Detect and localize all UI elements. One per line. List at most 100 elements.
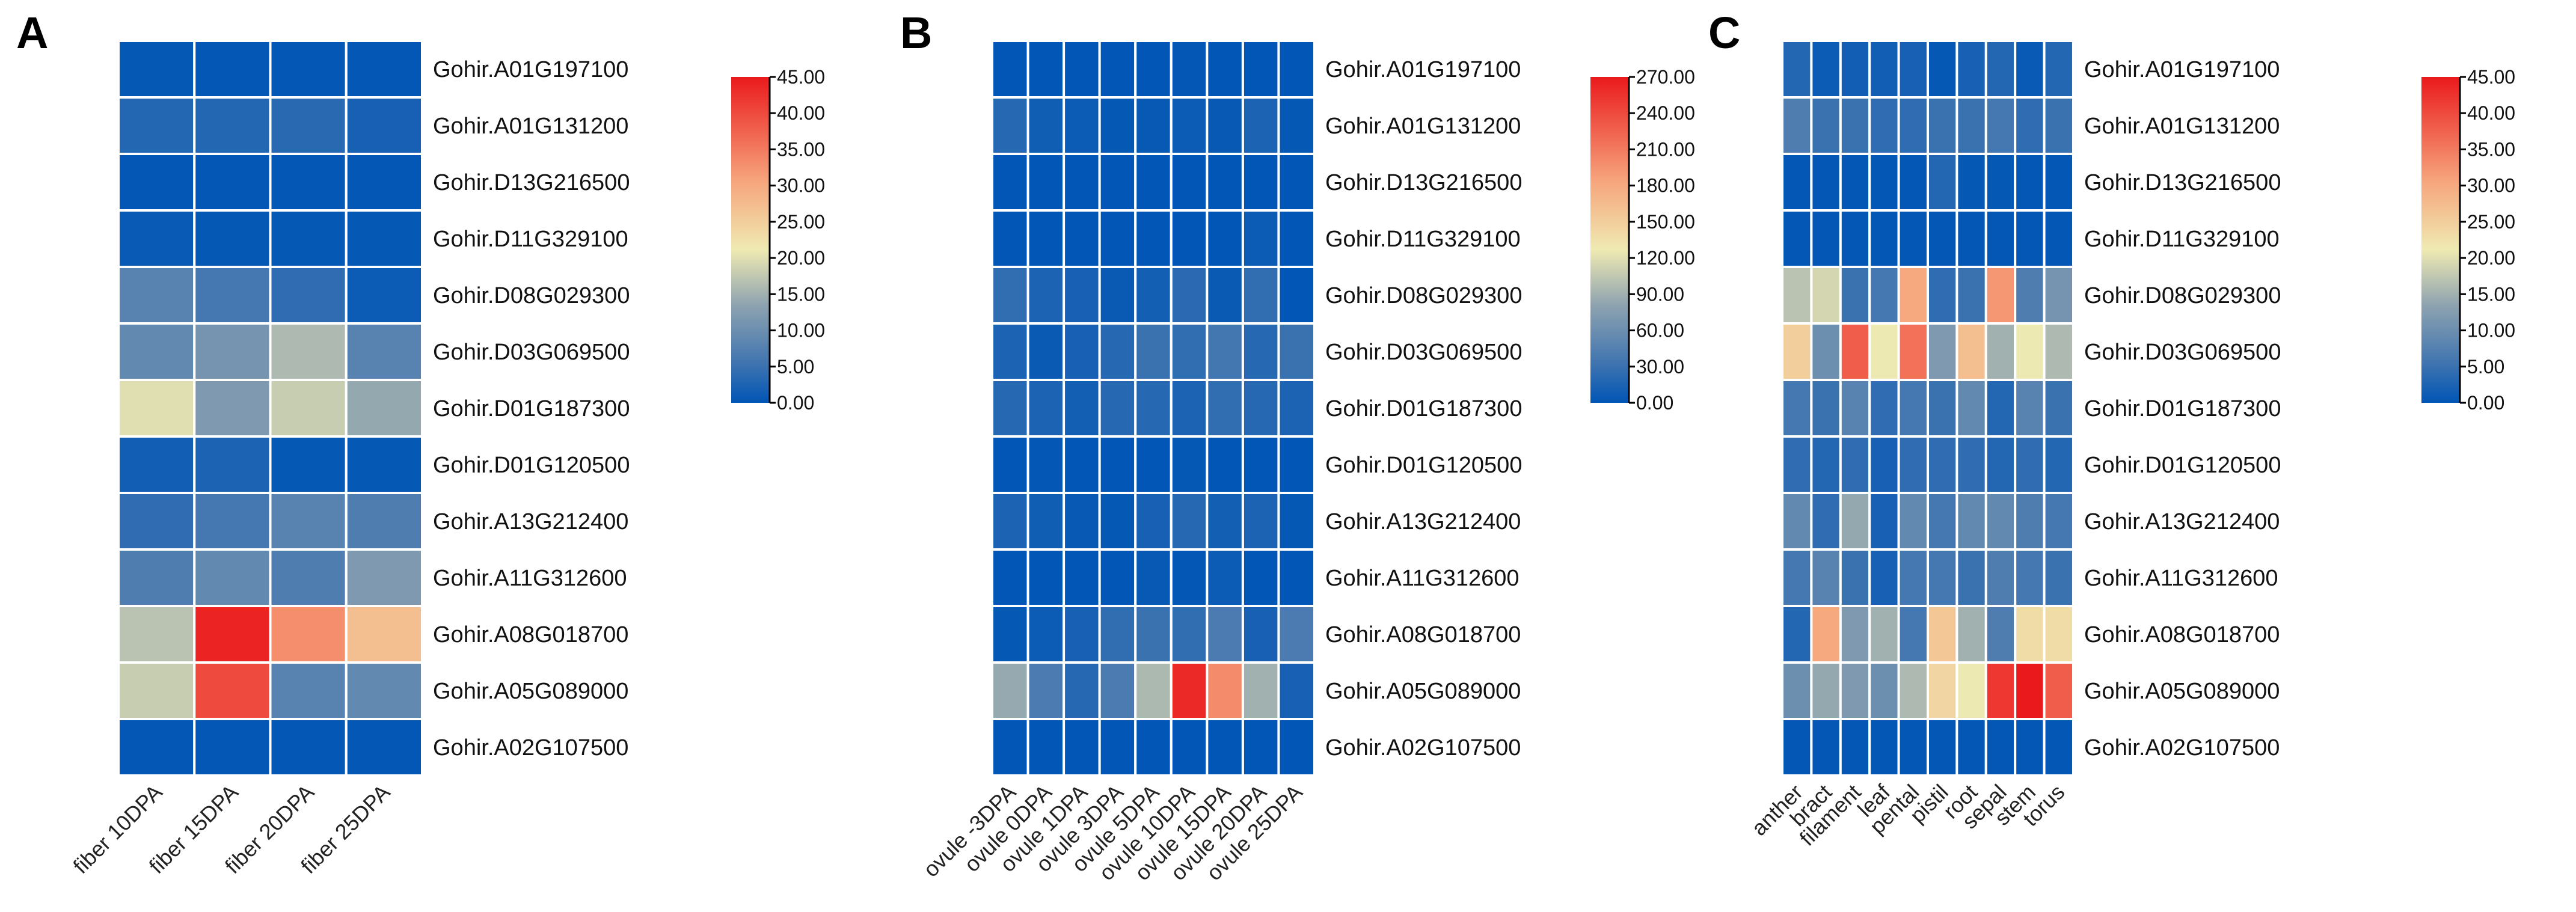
heatmap-cell (1839, 435, 1871, 494)
heatmap-cell (117, 322, 196, 381)
heatmap-cell (117, 718, 196, 777)
heatmap-cell (1063, 492, 1101, 551)
heatmap-cell (1098, 718, 1137, 777)
heatmap-cell (1241, 492, 1280, 551)
heatmap-cell (1955, 492, 1987, 551)
heatmap-cell (991, 379, 1029, 438)
heatmap-cell (193, 492, 272, 551)
heatmap-cell (1810, 605, 1842, 664)
heatmap-cell (193, 548, 272, 607)
heatmap-cell (1955, 322, 1987, 381)
heatmap-cell (1026, 435, 1066, 494)
legend-tick-label: 30.00 (2467, 175, 2515, 197)
heatmap-cell (1927, 96, 1958, 155)
heatmap-cell (345, 266, 423, 325)
row-label: Gohir.A11G312600 (433, 566, 627, 591)
heatmap-cell (1984, 492, 2017, 551)
heatmap-cell (269, 718, 348, 777)
heatmap-cell (1026, 379, 1066, 438)
heatmap-cell (1241, 153, 1280, 212)
heatmap-cell (991, 661, 1029, 720)
heatmap-cell (2014, 379, 2046, 438)
heatmap-cell (1897, 492, 1930, 551)
heatmap-cell (991, 322, 1029, 381)
heatmap-cell (1134, 548, 1173, 607)
heatmap-cell (1781, 153, 1813, 212)
row-label: Gohir.D13G216500 (2084, 170, 2281, 195)
legend-gradient-bar (2421, 77, 2460, 403)
legend-tick-label: 5.00 (777, 356, 814, 378)
row-label: Gohir.A11G312600 (1325, 566, 1520, 591)
row-label: Gohir.D01G187300 (2084, 396, 2281, 421)
heatmap-cell (1026, 718, 1066, 777)
heatmap-cell (1098, 661, 1137, 720)
heatmap-cell (2043, 435, 2075, 494)
heatmap-cell (1810, 718, 1842, 777)
heatmap-cell (1810, 322, 1842, 381)
legend-tick-label: 15.00 (2467, 283, 2515, 305)
heatmap-cell (1026, 209, 1066, 268)
heatmap-cell (1026, 322, 1066, 381)
legend-gradient-bar (731, 77, 770, 403)
row-label: Gohir.D08G029300 (1325, 283, 1522, 308)
heatmap-cell (1134, 661, 1173, 720)
heatmap-cell (193, 40, 272, 99)
heatmap-cell (1026, 266, 1066, 325)
heatmap-cell (345, 322, 423, 381)
heatmap-cell (1955, 209, 1987, 268)
heatmap-cell (1063, 96, 1101, 155)
heatmap-cell (1781, 40, 1813, 99)
heatmap-cell (345, 492, 423, 551)
heatmap-cell (1134, 605, 1173, 664)
heatmap-panel-a: A Gohir.A01G197100 Gohir.A01G131200 Gohir.D… (16, 8, 825, 878)
legend-tick-label: 120.00 (1636, 247, 1695, 269)
heatmap-cell (1277, 209, 1316, 268)
heatmap-cell (117, 605, 196, 664)
heatmap-cell (269, 492, 348, 551)
heatmap-cell (1277, 718, 1316, 777)
heatmap-cell (1897, 379, 1930, 438)
row-label: Gohir.D01G120500 (433, 453, 630, 478)
heatmap-cell (269, 379, 348, 438)
heatmap-cell (117, 435, 196, 494)
heatmap-cell (1927, 40, 1958, 99)
heatmap-cell (1868, 548, 1900, 607)
heatmap-cell (269, 209, 348, 268)
heatmap-cell (1839, 548, 1871, 607)
legend-tick-label: 210.00 (1636, 138, 1695, 160)
heatmap-cell (1063, 153, 1101, 212)
legend-tick-label: 270.00 (1636, 66, 1695, 88)
heatmap-cell (1026, 492, 1066, 551)
row-label: Gohir.D13G216500 (1325, 170, 1522, 195)
row-label: Gohir.A02G107500 (1325, 735, 1521, 761)
heatmap-cell (1134, 718, 1173, 777)
heatmap-cell (1839, 209, 1871, 268)
heatmap-cell (1206, 379, 1244, 438)
heatmap-cell (1241, 548, 1280, 607)
heatmap-cell (269, 96, 348, 155)
row-label: Gohir.A02G107500 (433, 735, 628, 761)
heatmap-cell (269, 40, 348, 99)
row-label: Gohir.A01G197100 (1325, 57, 1521, 82)
heatmap-cell (1277, 266, 1316, 325)
heatmap-cell (345, 661, 423, 720)
heatmap-cell (1206, 718, 1244, 777)
heatmap-cell (1170, 322, 1209, 381)
heatmap-cell (1897, 322, 1930, 381)
heatmap-cell (1927, 266, 1958, 325)
heatmap-cell (2014, 266, 2046, 325)
row-label: Gohir.A01G131200 (1325, 114, 1521, 139)
heatmap-cell (1927, 661, 1958, 720)
heatmap-cell (1955, 718, 1987, 777)
panel-label: A (16, 8, 48, 58)
heatmap-cell (1170, 718, 1209, 777)
heatmap-cell (1839, 266, 1871, 325)
heatmap-cell (1984, 96, 2017, 155)
heatmap-cell (2014, 40, 2046, 99)
heatmap-cell (117, 492, 196, 551)
heatmap-cell (991, 209, 1029, 268)
heatmap-cell (1170, 661, 1209, 720)
heatmap-cell (1277, 435, 1316, 494)
heatmap-cell (345, 379, 423, 438)
